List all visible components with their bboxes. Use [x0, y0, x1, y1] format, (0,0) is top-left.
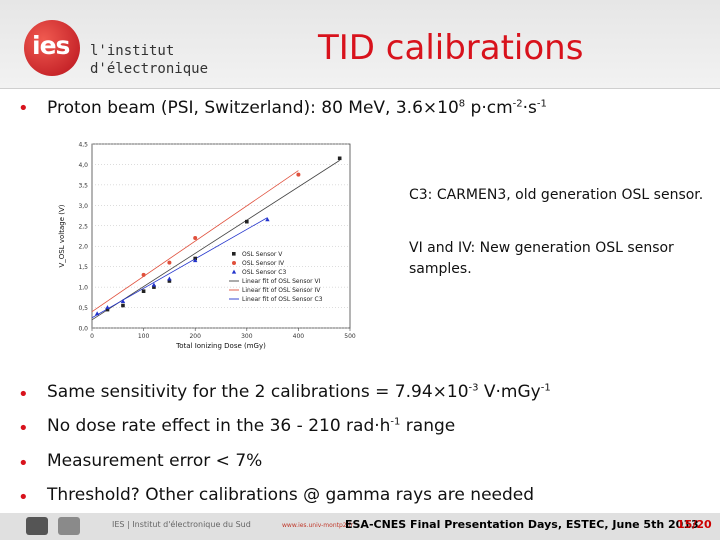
y-tick-label: 1,5	[78, 264, 88, 271]
ies-logo: ies	[24, 20, 80, 76]
x-tick-label: 400	[293, 333, 305, 340]
logo-line-1: l'institut	[90, 43, 175, 59]
y-tick-label: 4,5	[78, 142, 88, 149]
y-tick-label: 3,0	[78, 203, 88, 210]
bullet-icon: •	[18, 453, 29, 474]
bullet-icon: •	[18, 384, 29, 405]
calibration-chart: 0,0 0,5 1,0 1,5 2,0 2,5 3,0 3,5 4,0 4,5 0 100 200 300…	[50, 138, 370, 360]
data-point-circle	[296, 172, 301, 177]
bullet-item-1: Same sensitivity for the 2 calibrations …	[47, 382, 551, 402]
y-tick-label: 0,5	[78, 305, 88, 312]
bullet-item-3: Measurement error < 7%	[47, 451, 263, 471]
legend-label: Linear fit of OSL Sensor IV	[242, 287, 321, 294]
data-point-triangle	[265, 217, 270, 222]
y-tick-label: 2,5	[78, 223, 88, 230]
slide-footer	[0, 513, 720, 540]
data-point-circle	[193, 236, 198, 241]
y-tick-label: 3,5	[78, 182, 88, 189]
legend-marker	[231, 269, 237, 274]
calibration-chart-svg: 0,0 0,5 1,0 1,5 2,0 2,5 3,0 3,5 4,0 4,5 0 100 200 300…	[58, 142, 356, 351]
x-tick-label: 100	[138, 333, 150, 340]
data-point-triangle	[151, 282, 157, 287]
side-note-vi-iv: VI and IV: New generation OSL sensor sam…	[409, 240, 674, 277]
legend-marker	[232, 261, 236, 265]
bullet-item-2: No dose rate effect in the 36 - 210 rad·…	[47, 416, 456, 436]
logo-short-text: ies	[32, 31, 70, 60]
y-axis-label: V_OSL voltage (V)	[58, 204, 66, 267]
logo-line-2: d'électronique	[90, 61, 209, 77]
data-point-circle	[141, 272, 146, 277]
x-tick-label: 500	[344, 333, 356, 340]
y-tick-label: 1,0	[78, 285, 88, 292]
legend-label: Linear fit of OSL Sensor VI	[242, 278, 321, 285]
slide-header: ies l'institut d'électronique TID calibr…	[0, 0, 720, 89]
page-number: 15/20	[677, 518, 712, 531]
data-point-square	[167, 279, 172, 283]
cnrs-logo-icon	[26, 517, 48, 535]
data-point-triangle	[193, 258, 198, 263]
legend-label: Linear fit of OSL Sensor C3	[242, 296, 323, 303]
bullet-icon: •	[18, 98, 29, 119]
bullet-item-4: Threshold? Other calibrations @ gamma ra…	[47, 485, 535, 505]
data-point-square	[105, 307, 110, 312]
data-point-square	[141, 289, 146, 293]
data-point-circle	[167, 260, 172, 265]
footer-url[interactable]: www.ies.univ-montp2.fr	[282, 522, 354, 529]
logo-wordmark: l'institut d'électronique	[90, 42, 208, 78]
x-tick-label: 300	[241, 333, 253, 340]
legend-marker	[232, 252, 236, 256]
data-point-triangle	[120, 299, 126, 304]
legend-label: OSL Sensor V	[242, 251, 283, 258]
x-tick-label: 200	[189, 333, 201, 340]
data-point-triangle	[167, 276, 172, 281]
fit-line	[91, 170, 299, 312]
legend-label: OSL Sensor C3	[242, 269, 286, 276]
footer-event: ESA-CNES Final Presentation Days, ESTEC,…	[345, 518, 699, 531]
x-axis-label: Total Ionizing Dose (mGy)	[175, 342, 266, 350]
intro-bullet: Proton beam (PSI, Switzerland): 80 MeV, …	[47, 98, 547, 118]
legend-label: OSL Sensor IV	[242, 260, 285, 267]
data-point-triangle	[94, 311, 100, 316]
y-tick-label: 0,0	[78, 326, 88, 333]
data-point-square	[245, 219, 249, 224]
fit-line	[91, 160, 340, 321]
plot-area	[91, 143, 351, 329]
bullet-icon: •	[18, 418, 29, 439]
y-tick-label: 4,0	[78, 162, 88, 169]
slide-title: TID calibrations	[318, 28, 584, 68]
fit-line	[91, 217, 268, 319]
bullet-icon: •	[18, 487, 29, 508]
footer-institute: IES | Institut d'électronique du Sud	[112, 520, 251, 529]
y-tick-label: 2,0	[78, 244, 88, 251]
um2-logo-icon	[58, 517, 80, 535]
data-point-square	[152, 285, 156, 289]
side-note-c3: C3: CARMEN3, old generation OSL sensor.	[409, 187, 704, 203]
data-point-square	[121, 303, 125, 308]
data-point-square	[337, 156, 342, 161]
x-tick-label: 0	[90, 333, 94, 340]
data-point-triangle	[105, 305, 110, 310]
